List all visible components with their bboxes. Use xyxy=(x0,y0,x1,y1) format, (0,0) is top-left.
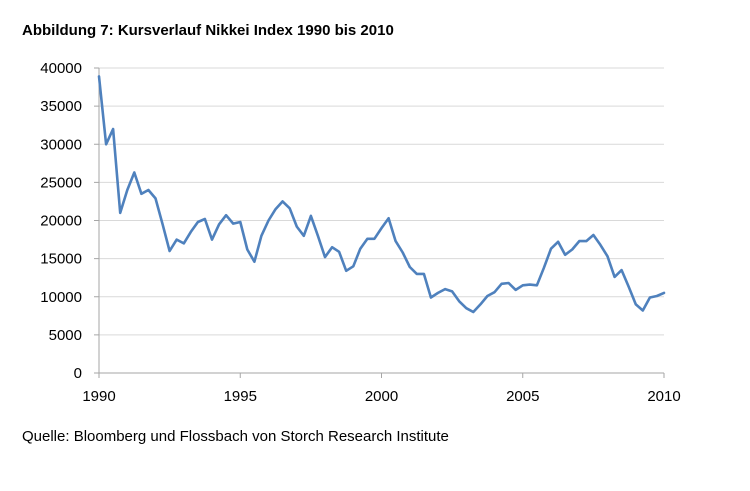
y-tick-label: 35000 xyxy=(40,98,82,115)
x-tick-label: 2000 xyxy=(365,388,398,405)
y-tick-label: 0 xyxy=(74,365,82,382)
x-tick-label: 2010 xyxy=(647,388,680,405)
y-tick-label: 40000 xyxy=(40,60,82,77)
y-tick-label: 10000 xyxy=(40,289,82,306)
y-tick-label: 25000 xyxy=(40,174,82,191)
x-tick-label: 1990 xyxy=(82,388,115,405)
x-tick-labels: 1990 1995 2000 2005 2010 xyxy=(82,388,680,405)
chart-title: Abbildung 7: Kursverlauf Nikkei Index 19… xyxy=(22,22,394,39)
y-tick-labels: 0 5000 10000 15000 20000 25000 30000 35000 40000 xyxy=(40,60,82,382)
series-line-0 xyxy=(97,75,666,314)
axes xyxy=(94,67,665,378)
x-tick-label: 2005 xyxy=(506,388,539,405)
source-note: Quelle: Bloomberg und Flossbach von Stor… xyxy=(22,428,449,445)
y-tick-label: 30000 xyxy=(40,136,82,153)
y-tick-label: 5000 xyxy=(49,327,82,344)
y-tick-label: 15000 xyxy=(40,251,82,268)
gridlines xyxy=(99,67,664,336)
y-tick-label: 20000 xyxy=(40,213,82,230)
x-tick-label: 1995 xyxy=(224,388,257,405)
series-lines xyxy=(97,75,666,314)
